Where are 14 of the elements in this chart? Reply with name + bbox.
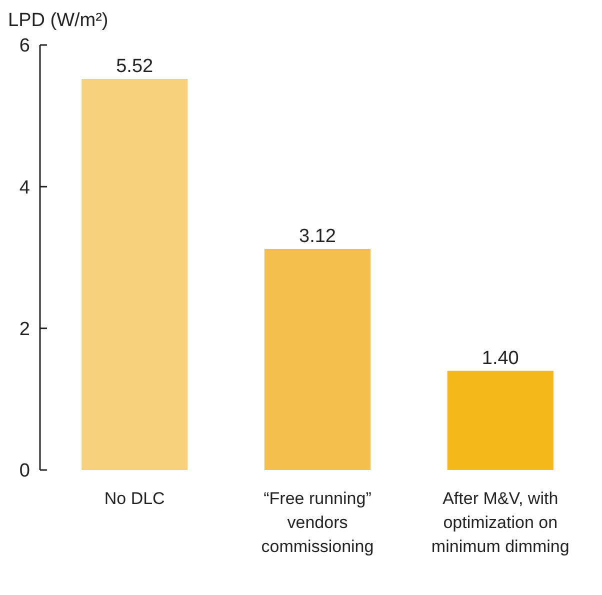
bar — [264, 249, 371, 470]
y-tick-label: 4 — [19, 177, 30, 198]
bar — [447, 370, 554, 470]
data-label: 1.40 — [482, 348, 519, 369]
x-tick-label: “Free running” vendors commissioning — [261, 489, 374, 556]
x-tick-label: After M&V, with optimization on minimum dimming — [431, 489, 570, 556]
y-tick-label: 0 — [19, 460, 30, 482]
bar — [82, 79, 188, 470]
data-label: 3.12 — [299, 226, 336, 247]
y-tick-label: 6 — [19, 36, 30, 57]
x-tick-label: No DLC — [104, 489, 165, 508]
y-axis-title: LPD (W/m²) — [8, 10, 108, 31]
data-label: 5.52 — [116, 56, 154, 77]
y-tick-label: 2 — [19, 318, 30, 340]
